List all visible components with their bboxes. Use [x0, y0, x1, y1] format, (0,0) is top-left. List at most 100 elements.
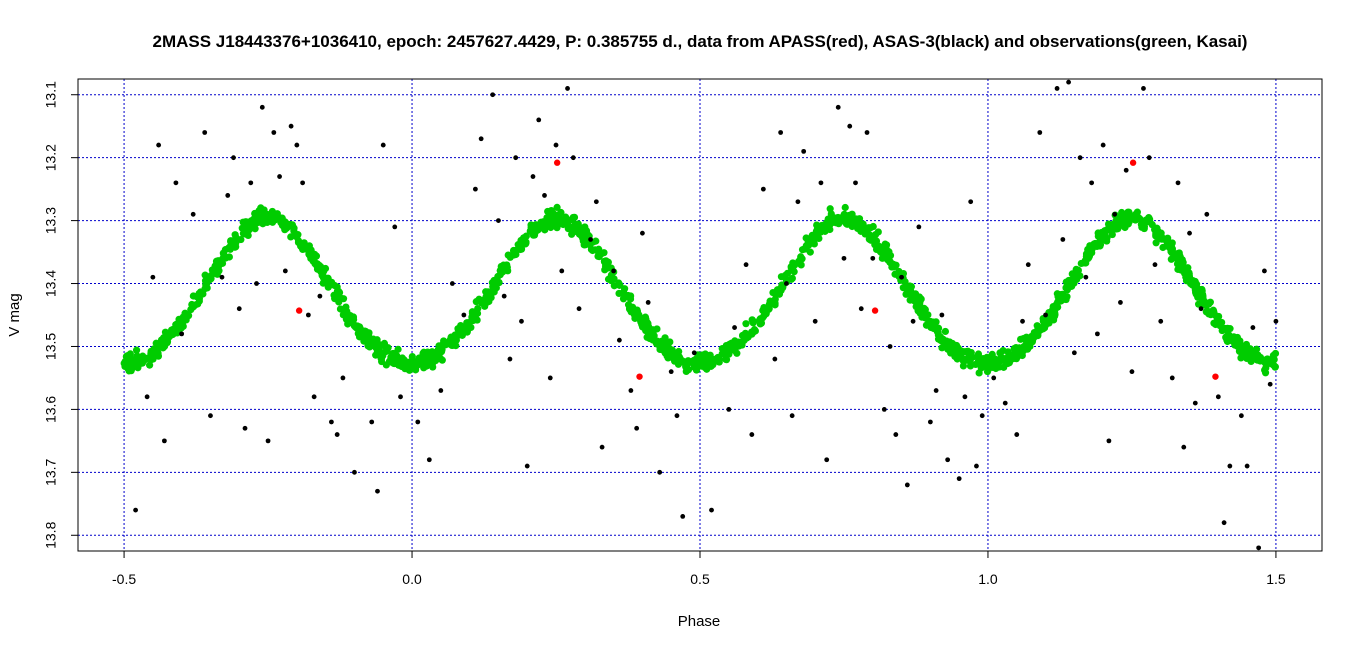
- kasai-point: [666, 338, 674, 346]
- kasai-point: [1252, 350, 1260, 358]
- kasai-point: [126, 350, 134, 358]
- kasai-point: [581, 241, 589, 249]
- kasai-point: [1145, 214, 1153, 222]
- asas3-point: [893, 432, 899, 437]
- kasai-point: [987, 354, 996, 362]
- kasai-point: [1033, 328, 1042, 336]
- asas3-point: [265, 438, 271, 444]
- kasai-point: [577, 232, 586, 240]
- kasai-point: [377, 350, 385, 359]
- kasai-point: [231, 231, 239, 239]
- kasai-point: [1199, 295, 1207, 303]
- asas3-point: [904, 482, 910, 488]
- kasai-point: [301, 242, 309, 250]
- kasai-point: [889, 260, 898, 268]
- apass-point: [553, 159, 561, 166]
- asas3-point: [1198, 306, 1204, 312]
- asas3-point: [726, 407, 732, 412]
- kasai-point: [1198, 285, 1206, 294]
- kasai-point: [559, 220, 567, 229]
- asas3-point: [691, 350, 697, 356]
- asas3-point: [588, 237, 593, 242]
- kasai-point: [874, 228, 882, 236]
- kasai-point: [783, 269, 792, 277]
- asas3-point: [916, 224, 922, 230]
- asas3-point: [219, 274, 225, 280]
- kasai-point: [255, 207, 263, 215]
- x-tick-label: 1.5: [1266, 571, 1286, 587]
- kasai-point: [137, 358, 145, 366]
- asas3-point: [438, 388, 444, 393]
- asas3-point: [974, 463, 979, 469]
- asas3-point: [271, 130, 277, 135]
- kasai-point: [1158, 235, 1166, 243]
- kasai-point: [181, 313, 190, 322]
- asas3-point: [927, 419, 933, 425]
- kasai-point: [649, 328, 657, 336]
- asas3-point: [1106, 438, 1112, 444]
- kasai-point: [491, 282, 499, 290]
- kasai-point: [544, 207, 552, 216]
- kasai-point: [1271, 363, 1279, 371]
- kasai-point: [941, 339, 950, 347]
- asas3-point: [392, 224, 398, 230]
- kasai-point: [1238, 342, 1246, 350]
- kasai-point: [132, 359, 140, 367]
- kasai-point: [906, 282, 914, 290]
- kasai-point: [1025, 335, 1034, 343]
- asas3-point: [1071, 350, 1077, 356]
- asas3-point: [415, 419, 421, 425]
- kasai-point: [372, 338, 380, 346]
- y-tick-label: 13.7: [43, 458, 59, 485]
- kasai-point: [948, 339, 957, 348]
- kasai-point: [999, 347, 1007, 355]
- kasai-point: [263, 210, 271, 218]
- kasai-point: [748, 316, 756, 324]
- asas3-point: [1215, 394, 1221, 400]
- kasai-point: [1140, 221, 1148, 229]
- kasai-point: [975, 369, 983, 377]
- asas3-point: [231, 155, 236, 161]
- asas3-point: [778, 130, 784, 135]
- kasai-point: [852, 215, 860, 223]
- kasai-point: [957, 349, 965, 357]
- kasai-point: [802, 234, 810, 242]
- kasai-point: [1090, 240, 1098, 248]
- kasai-point: [1218, 326, 1226, 335]
- kasai-point: [772, 291, 780, 299]
- kasai-point: [1125, 208, 1133, 216]
- x-axis: -0.5 0.0 0.5 1.0 1.5: [112, 551, 1286, 587]
- y-tick-label: 13.1: [43, 81, 59, 108]
- kasai-point: [1067, 282, 1076, 290]
- kasai-point: [1152, 239, 1160, 247]
- kasai-point: [699, 355, 707, 363]
- x-tick-label: 0.0: [402, 571, 422, 587]
- kasai-point: [643, 333, 651, 341]
- kasai-point: [601, 266, 609, 274]
- y-axis: 13.1 13.2 13.3 13.4 13.5 13.6 13.7 13.8: [43, 81, 78, 549]
- kasai-point: [826, 205, 834, 213]
- asas3-point: [864, 130, 870, 135]
- asas3-point: [236, 306, 242, 312]
- kasai-point: [1106, 224, 1114, 232]
- asas3-point: [317, 293, 323, 299]
- asas3-point: [150, 274, 156, 280]
- kasai-point: [722, 341, 730, 350]
- asas3-point: [1262, 268, 1267, 274]
- y-tick-label: 13.4: [43, 270, 59, 297]
- asas3-point: [426, 457, 432, 463]
- asas3-point: [501, 293, 507, 299]
- asas3-point: [1267, 381, 1273, 387]
- kasai-point: [530, 231, 539, 239]
- kasai-point: [142, 355, 151, 363]
- kasai-point: [1081, 258, 1089, 266]
- asas3-point: [674, 413, 680, 419]
- asas3-point: [847, 123, 853, 129]
- asas3-point: [259, 104, 265, 110]
- asas3-point: [1129, 369, 1135, 375]
- kasai-point: [1213, 316, 1221, 324]
- asas3-point: [208, 413, 213, 419]
- kasai-point: [1062, 278, 1070, 286]
- kasai-point: [454, 326, 462, 334]
